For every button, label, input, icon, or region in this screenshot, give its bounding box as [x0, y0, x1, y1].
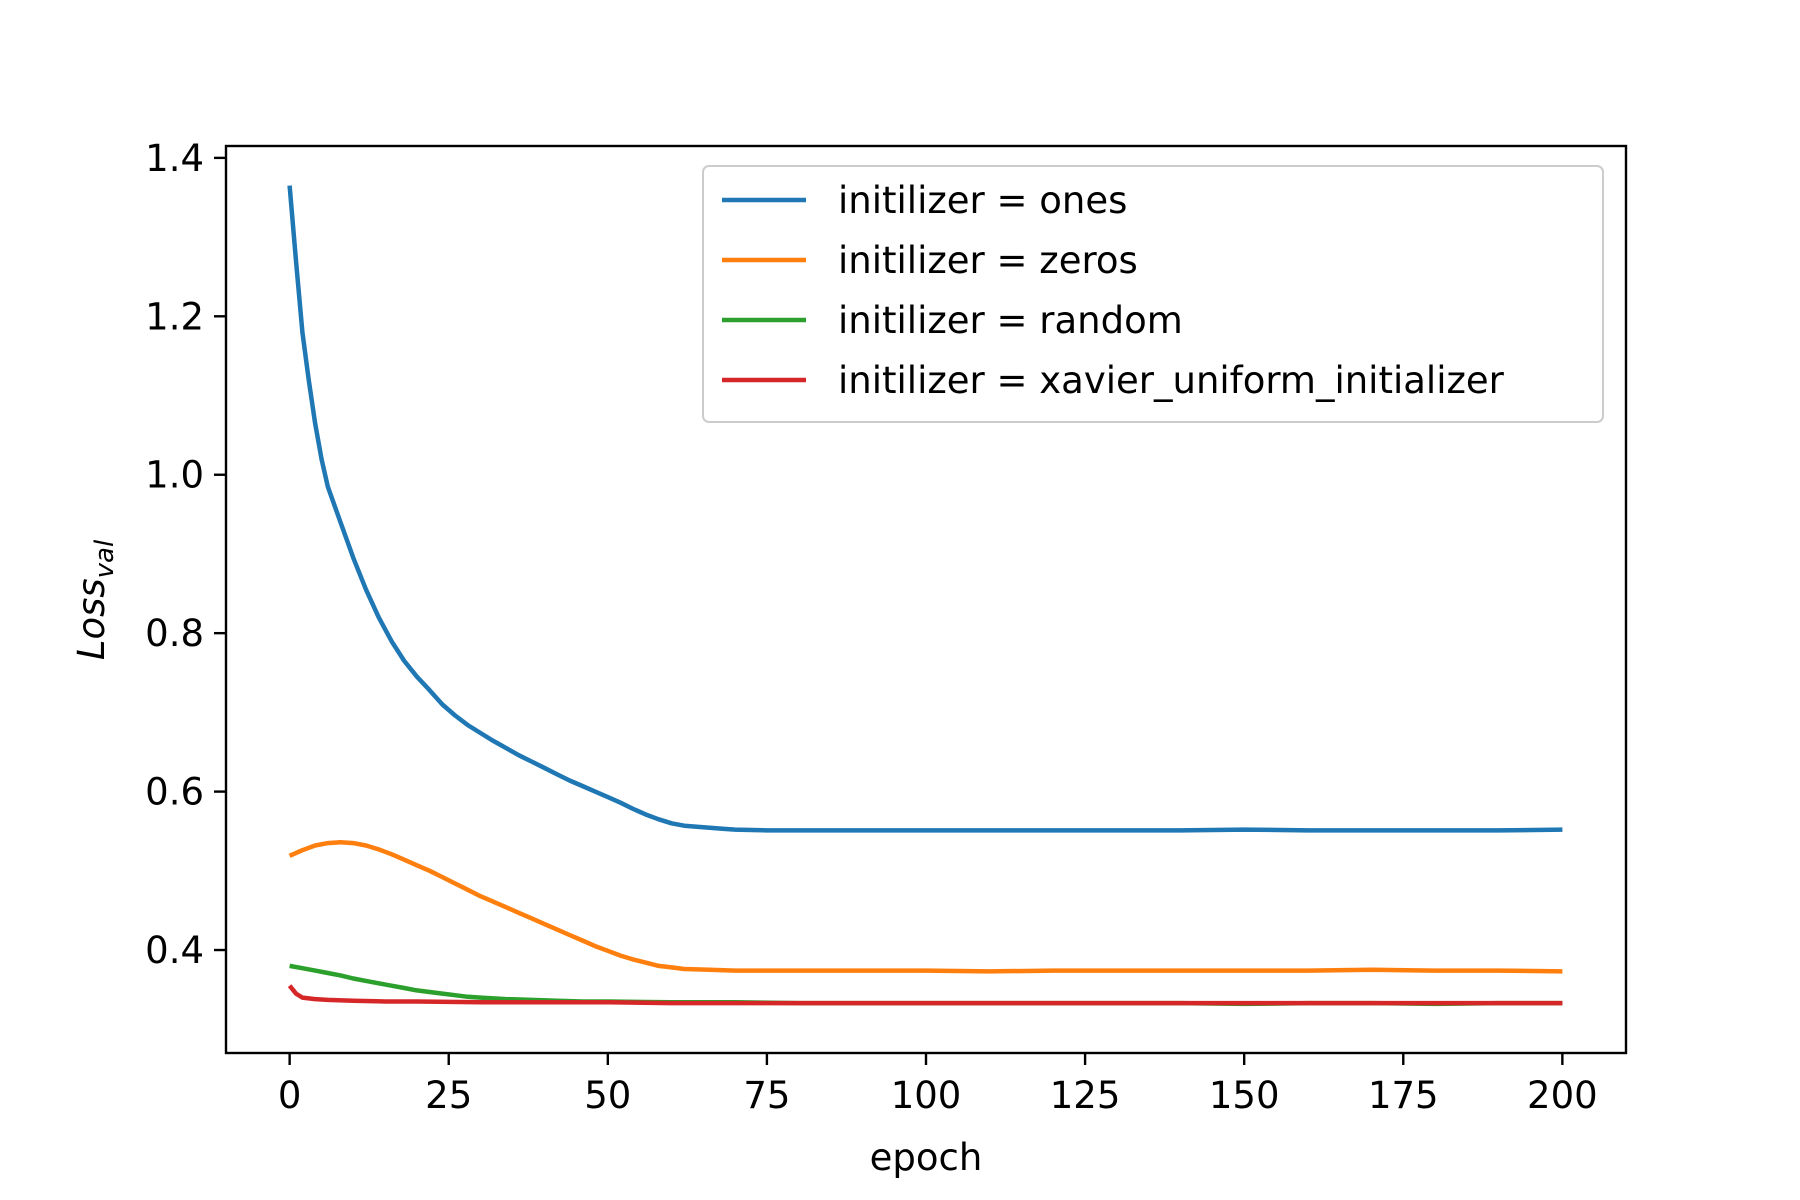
y-axis-label-main: Loss: [70, 578, 113, 660]
x-tick-label-8: 200: [1527, 1074, 1598, 1117]
legend-items: initilizer = ones initilizer = zeros initi…: [722, 179, 1505, 402]
x-tick-label-0: 0: [278, 1074, 302, 1117]
legend: initilizer = ones initilizer = zeros initi…: [702, 165, 1604, 423]
x-tick-label-7: 175: [1368, 1074, 1439, 1117]
legend-label-3: initilizer = xavier_uniform_initializer: [838, 359, 1505, 402]
x-axis: 0 25 50 75 100 125 150 175 200: [278, 1053, 1598, 1117]
legend-box: [702, 165, 1604, 423]
series-line-0: [287, 185, 1563, 833]
y-axis-label: Lossval: [70, 539, 120, 660]
legend-label-0: initilizer = ones: [838, 179, 1127, 222]
y-tick-label-0: 0.4: [145, 929, 204, 972]
y-axis: 0.4 0.6 0.8 1.0 1.2 1.4: [145, 137, 226, 972]
series-line-3: [287, 984, 1563, 1006]
x-tick-label-4: 100: [891, 1074, 962, 1117]
x-axis-label: epoch: [870, 1136, 983, 1179]
series-line-1: [288, 840, 1563, 974]
y-tick-label-1: 0.6: [145, 771, 204, 814]
y-tick-label-4: 1.2: [145, 295, 204, 338]
legend-label-2: initilizer = random: [838, 299, 1183, 342]
y-axis-label-subscript: val: [90, 539, 120, 578]
y-tick-label-2: 0.8: [145, 612, 204, 655]
x-tick-label-2: 50: [584, 1074, 631, 1117]
x-tick-label-1: 25: [425, 1074, 472, 1117]
legend-label-1: initilizer = zeros: [838, 239, 1138, 282]
series-layer: [287, 185, 1563, 1007]
x-tick-label-5: 125: [1050, 1074, 1121, 1117]
y-tick-label-5: 1.4: [145, 137, 204, 180]
x-tick-label-6: 150: [1209, 1074, 1280, 1117]
y-tick-label-3: 1.0: [145, 454, 204, 497]
x-tick-label-3: 75: [743, 1074, 790, 1117]
